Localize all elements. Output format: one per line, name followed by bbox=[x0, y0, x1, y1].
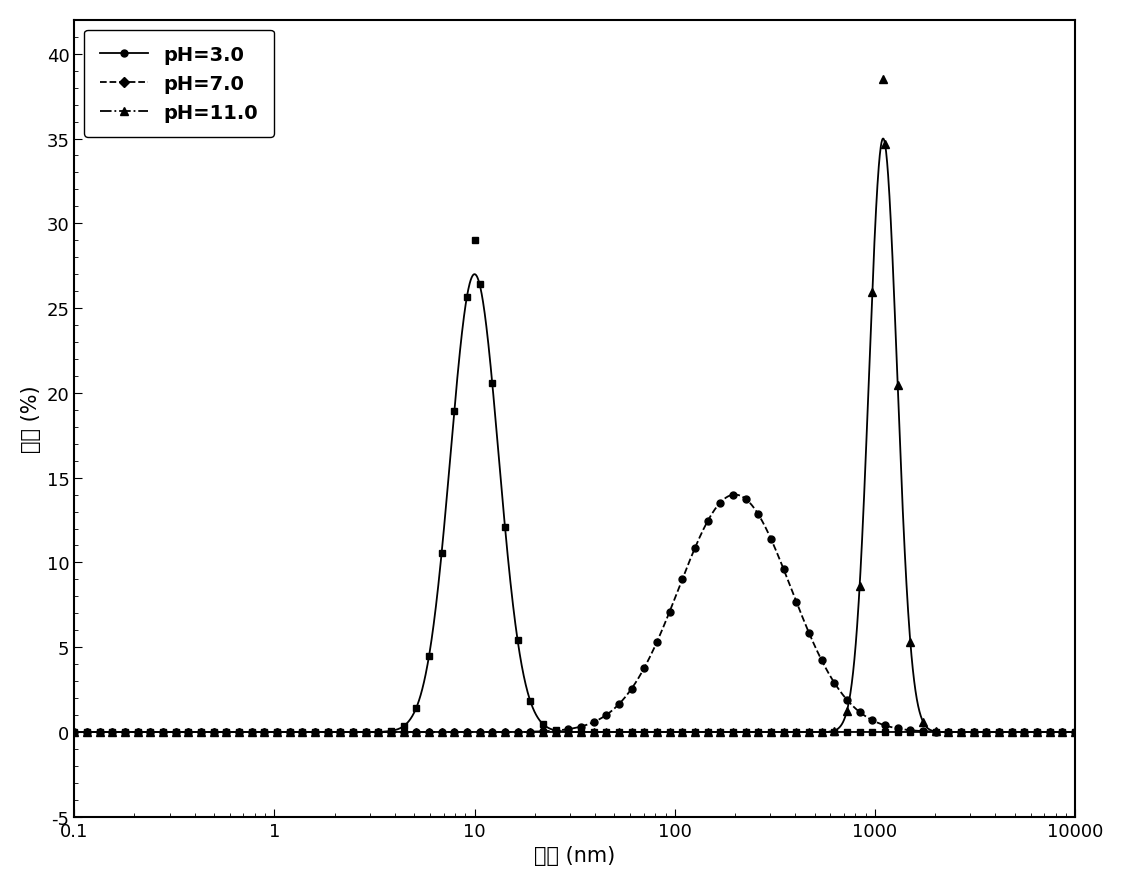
Legend: pH=3.0, pH=7.0, pH=11.0: pH=3.0, pH=7.0, pH=11.0 bbox=[84, 30, 274, 138]
Y-axis label: 强度 (%): 强度 (%) bbox=[21, 385, 40, 453]
X-axis label: 尺寸 (nm): 尺寸 (nm) bbox=[534, 845, 615, 866]
